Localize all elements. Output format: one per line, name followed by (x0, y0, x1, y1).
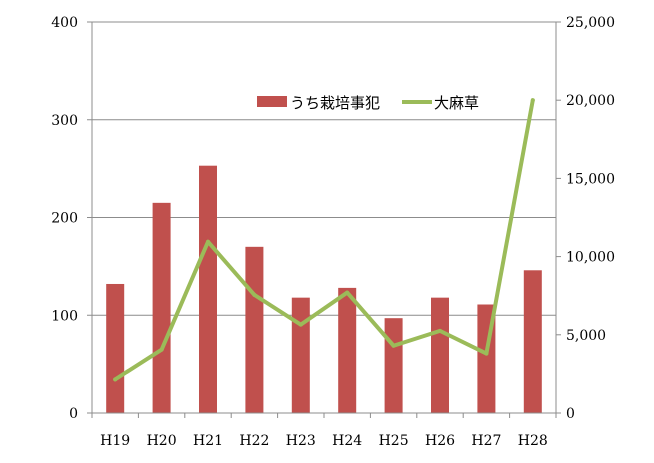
y-left-label: 0 (69, 406, 78, 422)
line-point-H23 (298, 322, 303, 327)
x-label-H23: H23 (286, 433, 316, 449)
bar-H28 (523, 270, 542, 413)
y-left-label: 200 (51, 211, 78, 227)
y-right-label: 20,000 (566, 93, 615, 109)
y-right-label: 25,000 (566, 15, 615, 31)
axes (87, 21, 561, 418)
y-left-label: 100 (51, 308, 78, 324)
line-series-path (113, 98, 535, 382)
bar-H20 (152, 202, 171, 413)
bar-series (106, 165, 542, 413)
x-label-H28: H28 (518, 433, 548, 449)
x-label-H25: H25 (379, 433, 409, 449)
bar-H25 (384, 318, 403, 413)
y-axis-right-labels: 0 5,000 10,000 15,000 20,000 25,000 (566, 15, 615, 422)
x-label-H24: H24 (332, 433, 362, 449)
x-label-H19: H19 (100, 433, 130, 449)
line-point-H20 (159, 347, 164, 352)
x-label-H21: H21 (193, 433, 223, 449)
x-label-H22: H22 (239, 433, 269, 449)
line-series (113, 98, 535, 382)
x-axis-labels: H19 H20 H21 H22 H23 H24 H25 H26 H27 H28 (100, 433, 548, 449)
bar-H21 (199, 165, 217, 413)
y-right-label: 10,000 (566, 250, 615, 266)
y-right-label: 0 (566, 406, 575, 422)
legend-swatch-bar (257, 96, 287, 107)
line-point-H28 (530, 98, 535, 103)
bar-H26 (431, 297, 449, 413)
y-axis-left-labels: 0 100 200 300 400 (51, 15, 78, 422)
line-point-H26 (438, 328, 442, 333)
bar-H24 (338, 287, 357, 413)
line-point-H22 (252, 292, 257, 297)
x-label-H20: H20 (147, 433, 177, 449)
x-label-H27: H27 (471, 433, 501, 449)
line-point-H21 (206, 239, 210, 244)
y-right-label: 15,000 (566, 171, 615, 187)
line-point-H24 (345, 290, 350, 295)
x-label-H26: H26 (425, 433, 455, 449)
legend: うち栽培事犯 大麻草 (257, 94, 479, 112)
legend-label-bar: うち栽培事犯 (290, 94, 380, 112)
bar-H23 (291, 297, 310, 413)
y-left-label: 300 (51, 113, 78, 129)
line-point-H25 (391, 343, 396, 348)
legend-label-line: 大麻草 (434, 94, 479, 112)
bar-H22 (245, 246, 264, 413)
y-right-label: 5,000 (566, 328, 606, 344)
bar-H19 (106, 283, 125, 413)
line-point-H19 (113, 377, 118, 382)
line-point-H27 (484, 351, 489, 356)
y-left-label: 400 (51, 15, 78, 31)
